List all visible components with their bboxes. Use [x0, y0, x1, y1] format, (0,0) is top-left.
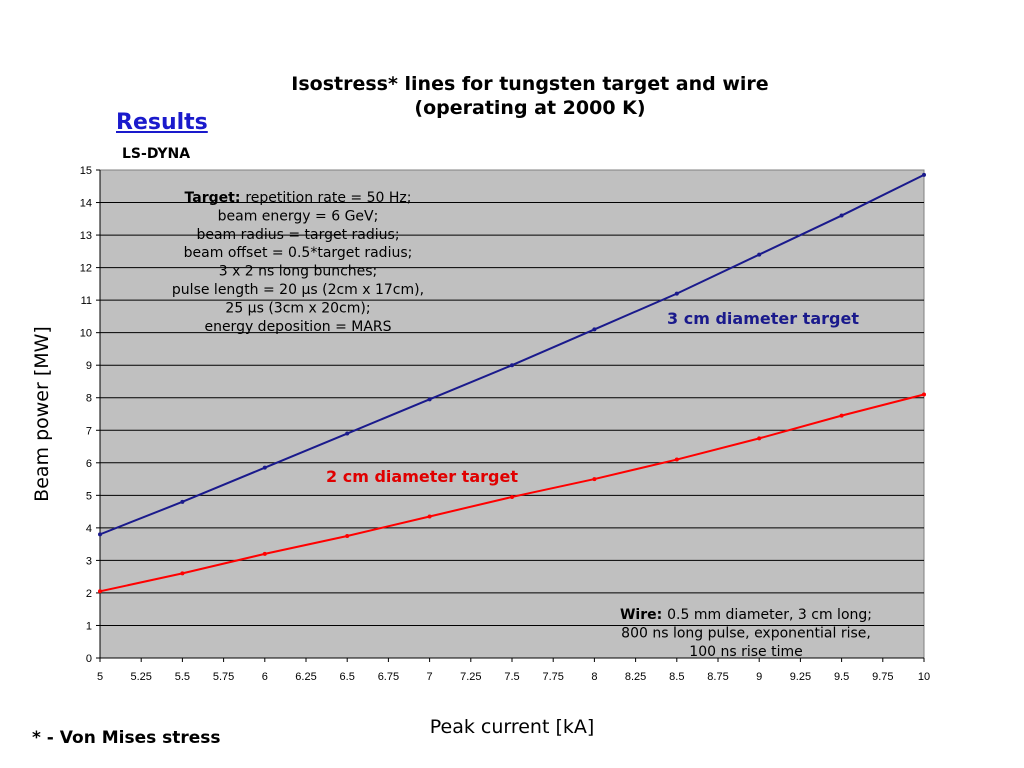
data-point — [98, 532, 102, 537]
data-point — [839, 213, 844, 218]
target-annotation-line: beam energy = 6 GeV; — [218, 208, 379, 224]
wire-annotation-heading: Wire: — [620, 607, 667, 623]
wire-annotation-line: 800 ns long pulse, exponential rise, — [621, 625, 871, 641]
y-tick-label: 9 — [86, 360, 92, 372]
x-tick-label: 9 — [756, 671, 762, 683]
target-annotation-line: pulse length = 20 μs (2cm x 17cm), — [172, 282, 424, 298]
y-tick-label: 14 — [80, 198, 92, 210]
y-tick-label: 5 — [86, 490, 92, 502]
y-tick-label: 8 — [86, 393, 92, 405]
series-label-2cm: 2 cm diameter target — [326, 467, 518, 486]
data-point — [427, 514, 432, 519]
x-tick-label: 5.75 — [213, 671, 234, 683]
x-tick-label: 8.75 — [707, 671, 728, 683]
target-annotation-heading: Target: — [185, 190, 246, 206]
x-tick-label: 6.5 — [340, 671, 355, 683]
target-annotation-line: beam radius = target radius; — [196, 227, 399, 243]
x-tick-label: 7.5 — [504, 671, 519, 683]
data-point — [510, 363, 514, 368]
y-tick-label: 6 — [86, 458, 92, 470]
data-point — [262, 551, 267, 556]
data-point — [510, 494, 514, 499]
data-point — [592, 327, 597, 332]
y-tick-label: 3 — [86, 555, 92, 567]
data-point — [757, 252, 762, 257]
x-tick-label: 9.75 — [872, 671, 893, 683]
y-tick-label: 15 — [80, 165, 92, 177]
x-tick-label: 6.75 — [378, 671, 399, 683]
x-tick-label: 7.75 — [542, 671, 563, 683]
y-tick-label: 1 — [86, 620, 92, 632]
y-tick-label: 11 — [81, 295, 92, 307]
wire-annotation-text: 0.5 mm diameter, 3 cm long; — [667, 607, 872, 623]
x-tick-label: 5.5 — [175, 671, 190, 683]
target-annotation-line: 3 x 2 ns long bunches; — [219, 264, 378, 280]
y-tick-label: 13 — [80, 230, 92, 242]
x-tick-label: 8.25 — [625, 671, 646, 683]
data-point — [345, 431, 350, 436]
y-axis-label: Beam power [MW] — [31, 326, 53, 502]
data-point — [262, 465, 267, 470]
y-tick-label: 4 — [86, 523, 92, 535]
series-label-3cm: 3 cm diameter target — [667, 309, 859, 328]
x-tick-label: 6 — [262, 671, 268, 683]
data-point — [98, 589, 102, 594]
data-point — [922, 392, 926, 397]
x-tick-label: 5.25 — [130, 671, 151, 683]
chart-title: Isostress* lines for tungsten target and… — [200, 72, 860, 120]
data-point — [427, 397, 432, 402]
target-annotation-text: repetition rate = 50 Hz; — [245, 190, 411, 206]
x-tick-label: 6.25 — [295, 671, 316, 683]
x-tick-label: 9.25 — [790, 671, 811, 683]
y-tick-label: 12 — [80, 263, 92, 275]
chart-title-line2: (operating at 2000 K) — [414, 97, 646, 119]
target-annotation-line: 25 μs (3cm x 20cm); — [225, 300, 370, 316]
data-point — [757, 436, 762, 441]
data-point — [180, 499, 185, 504]
plot-area — [99, 169, 925, 659]
y-tick-label: 0 — [86, 653, 92, 665]
data-point — [180, 571, 185, 576]
wire-annotation-line: Wire: 0.5 mm diameter, 3 cm long; — [620, 607, 872, 623]
wire-annotation-line: 100 ns rise time — [689, 644, 802, 660]
x-tick-label: 5 — [97, 671, 103, 683]
x-tick-label: 9.5 — [834, 671, 849, 683]
x-tick-label: 7 — [427, 671, 433, 683]
chart-title-line1: Isostress* lines for tungsten target and… — [291, 73, 769, 95]
code-label: LS-DYNA — [122, 146, 191, 162]
x-tick-label: 10 — [918, 671, 930, 683]
target-annotation-line: Target: repetition rate = 50 Hz; — [185, 190, 412, 206]
x-tick-label: 8 — [591, 671, 597, 683]
x-tick-label: 7.25 — [460, 671, 481, 683]
data-point — [839, 413, 844, 418]
y-tick-label: 10 — [80, 328, 92, 340]
results-link[interactable]: Results — [116, 110, 208, 135]
data-point — [674, 457, 679, 462]
data-point — [922, 172, 926, 177]
y-tick-label: 7 — [86, 425, 92, 437]
target-annotation-line: beam offset = 0.5*target radius; — [184, 245, 413, 261]
footnote: * - Von Mises stress — [32, 728, 221, 748]
target-annotation-line: energy deposition = MARS — [204, 319, 391, 335]
data-point — [592, 477, 597, 482]
data-point — [345, 534, 350, 538]
x-axis-label: Peak current [kA] — [430, 716, 595, 738]
x-tick-label: 8.5 — [669, 671, 684, 683]
data-point — [674, 291, 679, 296]
y-tick-label: 2 — [86, 588, 92, 600]
